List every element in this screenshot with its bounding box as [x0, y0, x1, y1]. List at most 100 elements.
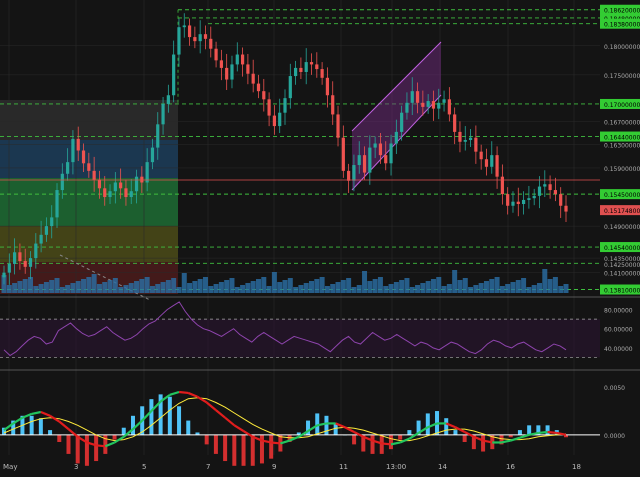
candle-body[interactable]: [442, 99, 446, 103]
candle-body[interactable]: [426, 101, 430, 107]
candle-body[interactable]: [543, 184, 547, 187]
candle-body[interactable]: [511, 201, 515, 206]
candle-body[interactable]: [113, 182, 117, 192]
candle-body[interactable]: [240, 54, 245, 65]
candle-body[interactable]: [81, 150, 86, 164]
candle-body[interactable]: [368, 147, 372, 173]
candle-body[interactable]: [7, 263, 11, 273]
candle-body[interactable]: [484, 159, 489, 167]
candle-body[interactable]: [92, 170, 96, 180]
candle-body[interactable]: [166, 95, 170, 104]
candle-body[interactable]: [336, 114, 340, 138]
candle-body[interactable]: [225, 67, 229, 80]
candle-body[interactable]: [548, 184, 552, 191]
candle-body[interactable]: [463, 140, 467, 142]
candle-body[interactable]: [309, 62, 314, 65]
candle-body[interactable]: [341, 137, 345, 171]
candle-body[interactable]: [219, 60, 223, 68]
candle-body[interactable]: [357, 155, 361, 166]
candle-body[interactable]: [437, 102, 441, 109]
candle-body[interactable]: [468, 137, 473, 141]
candle-body[interactable]: [389, 143, 393, 164]
candle-body[interactable]: [384, 155, 388, 164]
candle-body[interactable]: [124, 188, 128, 198]
candle-body[interactable]: [28, 258, 33, 267]
candle-body[interactable]: [71, 138, 75, 163]
candle-body[interactable]: [288, 76, 292, 99]
candle-body[interactable]: [320, 69, 324, 78]
candle-body[interactable]: [251, 73, 255, 84]
candle-body[interactable]: [161, 103, 165, 125]
candle-body[interactable]: [479, 151, 483, 160]
candle-body[interactable]: [495, 155, 499, 177]
candle-body[interactable]: [405, 102, 409, 113]
candle-body[interactable]: [103, 188, 107, 198]
candle-body[interactable]: [521, 199, 526, 205]
candle-body[interactable]: [2, 272, 6, 278]
candle-body[interactable]: [182, 25, 186, 28]
candle-body[interactable]: [506, 194, 510, 206]
candle-body[interactable]: [23, 261, 27, 267]
candle-body[interactable]: [458, 131, 462, 142]
candle-body[interactable]: [453, 114, 457, 132]
candle-body[interactable]: [209, 38, 213, 49]
candle-body[interactable]: [60, 173, 64, 191]
candle-body[interactable]: [267, 99, 271, 116]
candle-body[interactable]: [55, 190, 59, 218]
candle-body[interactable]: [18, 252, 22, 262]
candle-body[interactable]: [373, 143, 377, 148]
candle-body[interactable]: [447, 99, 451, 115]
ascending-channel[interactable]: [352, 42, 441, 190]
candle-body[interactable]: [145, 162, 149, 183]
candle-body[interactable]: [230, 64, 234, 80]
candle-body[interactable]: [13, 252, 17, 264]
candle-body[interactable]: [474, 137, 478, 152]
candle-body[interactable]: [214, 48, 218, 61]
candle-body[interactable]: [129, 191, 133, 198]
candle-body[interactable]: [272, 115, 276, 127]
candle-body[interactable]: [246, 64, 250, 74]
candle-body[interactable]: [76, 138, 80, 151]
candle-body[interactable]: [532, 195, 536, 199]
candle-body[interactable]: [134, 176, 139, 192]
candle-body[interactable]: [256, 83, 261, 92]
candle-body[interactable]: [537, 186, 542, 196]
candle-body[interactable]: [347, 170, 351, 181]
candle-body[interactable]: [44, 226, 49, 235]
candle-body[interactable]: [400, 112, 404, 132]
candle-body[interactable]: [203, 34, 208, 39]
candle-body[interactable]: [66, 162, 70, 174]
candle-body[interactable]: [87, 163, 91, 171]
candle-body[interactable]: [262, 91, 266, 100]
candle-body[interactable]: [150, 147, 155, 163]
candle-body[interactable]: [278, 112, 282, 127]
candle-body[interactable]: [304, 62, 308, 72]
candle-body[interactable]: [315, 64, 319, 70]
candle-body[interactable]: [50, 217, 54, 227]
candle-body[interactable]: [527, 198, 531, 200]
candle-body[interactable]: [140, 176, 144, 183]
candle-body[interactable]: [553, 190, 557, 195]
candle-body[interactable]: [34, 243, 38, 259]
candle-body[interactable]: [500, 176, 504, 195]
candle-body[interactable]: [421, 102, 425, 107]
candle-body[interactable]: [378, 143, 383, 156]
candle-body[interactable]: [294, 67, 298, 77]
candle-body[interactable]: [490, 155, 494, 167]
candle-body[interactable]: [187, 25, 192, 38]
candle-body[interactable]: [415, 91, 420, 103]
candle-body[interactable]: [172, 54, 176, 96]
candle-body[interactable]: [325, 77, 330, 96]
channel-upper-line[interactable]: [351, 41, 442, 132]
candle-body[interactable]: [39, 234, 43, 244]
candle-body[interactable]: [97, 179, 102, 189]
candle-body[interactable]: [564, 205, 568, 212]
candle-body[interactable]: [119, 182, 123, 189]
candle-body[interactable]: [156, 124, 160, 148]
candle-body[interactable]: [177, 27, 181, 55]
candle-body[interactable]: [362, 155, 367, 173]
candle-body[interactable]: [394, 131, 398, 144]
candle-body[interactable]: [193, 37, 197, 42]
candle-body[interactable]: [410, 91, 414, 103]
